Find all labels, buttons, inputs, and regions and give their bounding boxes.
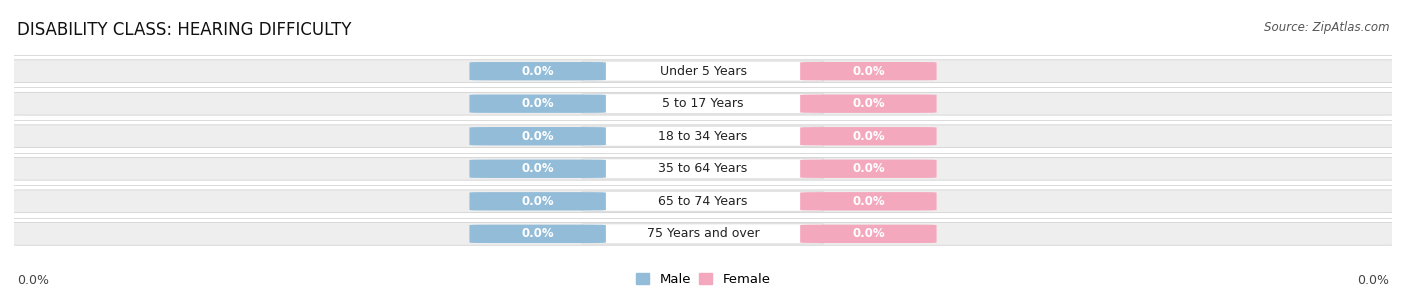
Text: Under 5 Years: Under 5 Years <box>659 65 747 78</box>
FancyBboxPatch shape <box>582 94 824 114</box>
Text: 18 to 34 Years: 18 to 34 Years <box>658 130 748 143</box>
FancyBboxPatch shape <box>800 95 936 113</box>
FancyBboxPatch shape <box>582 224 824 244</box>
FancyBboxPatch shape <box>800 225 936 243</box>
Text: 35 to 64 Years: 35 to 64 Years <box>658 162 748 175</box>
Text: 5 to 17 Years: 5 to 17 Years <box>662 97 744 110</box>
Text: DISABILITY CLASS: HEARING DIFFICULTY: DISABILITY CLASS: HEARING DIFFICULTY <box>17 21 352 39</box>
FancyBboxPatch shape <box>7 60 1399 83</box>
Text: 0.0%: 0.0% <box>522 195 554 208</box>
FancyBboxPatch shape <box>800 127 936 145</box>
FancyBboxPatch shape <box>582 159 824 179</box>
Text: 0.0%: 0.0% <box>852 65 884 78</box>
Text: 0.0%: 0.0% <box>17 274 49 287</box>
Text: 0.0%: 0.0% <box>852 130 884 143</box>
FancyBboxPatch shape <box>7 190 1399 213</box>
Text: 0.0%: 0.0% <box>522 227 554 240</box>
Text: Source: ZipAtlas.com: Source: ZipAtlas.com <box>1264 21 1389 34</box>
FancyBboxPatch shape <box>582 191 824 211</box>
FancyBboxPatch shape <box>800 62 936 80</box>
FancyBboxPatch shape <box>470 192 606 210</box>
Text: 0.0%: 0.0% <box>522 162 554 175</box>
FancyBboxPatch shape <box>470 160 606 178</box>
Text: 0.0%: 0.0% <box>522 65 554 78</box>
FancyBboxPatch shape <box>7 222 1399 245</box>
Text: 0.0%: 0.0% <box>852 227 884 240</box>
Text: 65 to 74 Years: 65 to 74 Years <box>658 195 748 208</box>
FancyBboxPatch shape <box>582 61 824 81</box>
FancyBboxPatch shape <box>582 126 824 146</box>
FancyBboxPatch shape <box>470 127 606 145</box>
Legend: Male, Female: Male, Female <box>636 273 770 286</box>
Text: 0.0%: 0.0% <box>522 97 554 110</box>
Text: 75 Years and over: 75 Years and over <box>647 227 759 240</box>
FancyBboxPatch shape <box>7 92 1399 115</box>
FancyBboxPatch shape <box>470 225 606 243</box>
FancyBboxPatch shape <box>470 62 606 80</box>
Text: 0.0%: 0.0% <box>1357 274 1389 287</box>
FancyBboxPatch shape <box>7 157 1399 180</box>
FancyBboxPatch shape <box>470 95 606 113</box>
Text: 0.0%: 0.0% <box>522 130 554 143</box>
FancyBboxPatch shape <box>7 125 1399 148</box>
Text: 0.0%: 0.0% <box>852 162 884 175</box>
FancyBboxPatch shape <box>800 192 936 210</box>
FancyBboxPatch shape <box>800 160 936 178</box>
Text: 0.0%: 0.0% <box>852 195 884 208</box>
Text: 0.0%: 0.0% <box>852 97 884 110</box>
